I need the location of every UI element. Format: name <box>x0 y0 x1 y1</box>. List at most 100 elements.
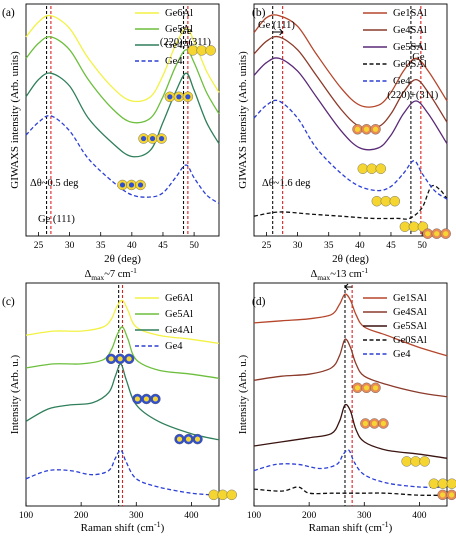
nanocrystal-icon-core <box>140 135 147 142</box>
nanocrystal-icon-core <box>152 396 159 402</box>
series-line-ge1sal <box>253 293 448 357</box>
series-line-ge4al <box>25 72 220 158</box>
nanocrystal-icon-core <box>413 458 419 464</box>
delta-subscript: max <box>91 273 104 282</box>
x-tick-label: 100 <box>247 511 262 521</box>
nanocrystal-icon-core <box>431 481 437 487</box>
series-line-ge1sal <box>253 14 448 108</box>
shift-arrow-head <box>279 28 284 36</box>
series-line-ge0sal <box>253 486 448 496</box>
peak-label-220-311: (220)+(311) <box>160 37 212 48</box>
nanocrystal-icon-core <box>190 47 196 54</box>
panel-c: 100 200 300 400 Raman shift (cm-1) Intensity … <box>2 266 237 534</box>
legend-label: Ge4 <box>393 349 411 360</box>
nanocrystal-icon-core <box>194 436 201 442</box>
nanocrystal-icon-core <box>229 492 235 498</box>
nanocrystal-icon-core <box>363 385 370 391</box>
plot-frame <box>253 3 448 237</box>
series-line-ge4 <box>253 99 448 200</box>
x-tick-label: 50 <box>189 241 199 251</box>
x-tick-label: 35 <box>324 241 334 251</box>
nanocrystal-icon-core <box>208 47 214 54</box>
nanocrystal-icon <box>105 353 135 365</box>
nanocrystal-icon <box>360 418 389 429</box>
nanocrystal-icon-core <box>360 166 366 172</box>
nanocrystal-icon <box>174 433 203 445</box>
series-line-ge4 <box>25 114 220 204</box>
legend-label: Ge4SAl <box>393 25 427 36</box>
nanocrystal-icon-core <box>363 126 370 132</box>
legend-label: Ge4Al <box>165 325 193 336</box>
y-axis-label: Intensity (Arb. u.) <box>9 354 21 434</box>
legend-label: Ge5SAl <box>393 321 427 332</box>
x-axis-label: Raman shift (cm-1) <box>309 520 393 534</box>
series-line-ge5al <box>25 36 220 124</box>
series-line-ge4al <box>25 363 220 441</box>
delta-symbol: Δ <box>85 269 92 280</box>
nanocrystal-icon-core <box>119 182 126 188</box>
x-tick-label: 45 <box>386 241 396 251</box>
nanocrystal-icon <box>117 179 146 191</box>
nanocrystal-icon-core <box>440 492 446 498</box>
panel-label: (b) <box>252 7 266 19</box>
peak-label-ge: Ge <box>179 26 192 37</box>
nanocrystal-icon-core <box>134 396 141 402</box>
nanocrystal-icon-core <box>411 224 417 230</box>
nanocrystal-icon-core <box>371 420 378 427</box>
x-tick-label: 25 <box>262 241 272 251</box>
peak-label-ge: Ge <box>412 52 425 63</box>
nanocrystal-icon-core <box>362 420 369 427</box>
delta-subscript: max <box>317 273 330 282</box>
legend-label: Ge4Al <box>165 40 193 51</box>
x-tick-label: 100 <box>19 511 34 521</box>
x-tick-label: 25 <box>34 241 44 251</box>
nanocrystal-icon-core <box>185 436 192 442</box>
legend-label: Ge1SAl <box>393 293 427 304</box>
nanocrystal-icon-core <box>137 182 144 188</box>
x-tick-label: 300 <box>357 511 372 521</box>
panel-d: 100 200 300 400 Raman shift (cm-1) Intensity … <box>237 266 456 534</box>
x-axis-label: 2θ (deg) <box>104 253 141 265</box>
nanocrystal-icon-core <box>126 356 132 362</box>
legend-label: Ge4 <box>165 56 183 67</box>
nanocrystal-icon-core <box>149 135 156 142</box>
peak-label-220-311: (220)+(311) <box>387 90 439 101</box>
panel-label: (d) <box>252 296 266 308</box>
legend-label: Ge1SAl <box>393 8 427 19</box>
delta-unit-superscript: -1 <box>131 266 137 275</box>
nanocrystal-icon <box>352 382 381 394</box>
legend-label: Ge5Al <box>165 309 193 320</box>
nanocrystal-icon-core <box>372 385 379 391</box>
nanocrystal-icon-core <box>374 198 380 204</box>
series-line-ge5sal <box>253 57 448 151</box>
nanocrystal-icon-core <box>369 166 375 172</box>
nanocrystal-icon-core <box>449 492 455 498</box>
x-tick-label: 50 <box>417 241 427 251</box>
series-line-ge4 <box>253 449 448 488</box>
series-line-ge5sal <box>253 403 448 459</box>
nanocrystal-icon-core <box>440 481 446 487</box>
nanocrystal-icon-core <box>167 94 173 100</box>
nanocrystal-icon <box>401 456 430 467</box>
nanocrystal-icon-core <box>404 458 410 464</box>
nanocrystal-icon-core <box>422 458 428 464</box>
nanocrystal-icon <box>352 124 381 135</box>
y-axis-label: GIWAXS intensity (Arb. units) <box>237 51 249 189</box>
nanocrystal-icon <box>399 221 429 232</box>
series-line-ge5al <box>25 326 220 379</box>
x-tick-label: 400 <box>184 511 199 521</box>
series-line-ge0sal <box>253 184 448 220</box>
nanocrystal-icon-core <box>392 198 398 204</box>
nanocrystal-icon-core <box>108 356 114 362</box>
x-tick-label: 400 <box>412 511 427 521</box>
legend-label: Ge4 <box>165 341 183 352</box>
nanocrystal-icon-core <box>434 231 440 237</box>
legend-label: Ge5Al <box>165 24 193 35</box>
nanocrystal-icon <box>422 228 451 239</box>
nanocrystal-icon-core <box>383 198 389 204</box>
plot-frame <box>25 3 220 237</box>
legend-label: Ge4 <box>393 76 411 87</box>
nanocrystal-icon-core <box>443 231 449 237</box>
legend-label: Ge0SAl <box>393 59 427 70</box>
